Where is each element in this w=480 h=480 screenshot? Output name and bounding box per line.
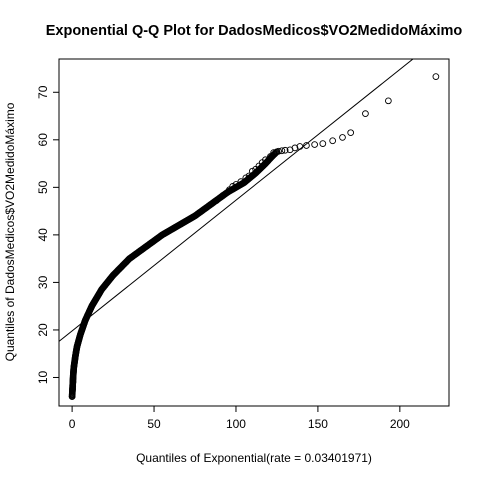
y-tick-label: 50 <box>36 180 50 194</box>
data-point <box>262 156 269 164</box>
plot-marks <box>59 59 440 400</box>
y-tick-label: 20 <box>36 323 50 337</box>
reference-line <box>59 59 414 342</box>
data-point <box>232 181 240 188</box>
y-axis-label: Quantiles of DadosMedicos$VO2MedidoMáxim… <box>3 102 17 361</box>
data-point <box>362 110 369 118</box>
data-point <box>296 143 304 150</box>
data-point <box>68 393 76 400</box>
y-tick-label: 70 <box>36 85 50 99</box>
data-point <box>432 73 440 80</box>
y-tick-label: 40 <box>36 228 50 242</box>
data-point <box>245 172 253 180</box>
data-point <box>249 167 256 175</box>
data-point <box>212 197 220 205</box>
data-point <box>69 386 76 393</box>
x-axis: 0 50 100 150 200 <box>69 405 410 431</box>
x-axis-label: Quantiles of Exponential(rate = 0.034019… <box>136 451 372 465</box>
y-axis: 10 20 30 40 50 60 70 <box>36 85 60 384</box>
data-point <box>270 149 278 156</box>
data-point <box>242 174 250 182</box>
y-tick-label: 10 <box>36 370 50 384</box>
x-tick-label: 100 <box>226 417 246 431</box>
y-tick-label: 60 <box>36 133 50 147</box>
data-point <box>281 146 289 154</box>
data-point <box>69 382 77 390</box>
x-tick-label: 50 <box>147 417 161 431</box>
x-tick-label: 0 <box>69 417 76 431</box>
data-point <box>311 141 318 148</box>
data-point <box>69 378 77 386</box>
data-point <box>278 147 286 155</box>
data-point <box>229 183 237 190</box>
data-point <box>339 134 346 141</box>
data-point <box>319 140 327 147</box>
y-tick-label: 30 <box>36 275 50 289</box>
data-point <box>219 192 227 199</box>
data-point <box>385 97 392 105</box>
data-point <box>68 390 76 398</box>
data-point <box>303 142 310 149</box>
data-point <box>329 137 337 145</box>
data-point <box>291 144 299 152</box>
data-point <box>347 129 355 137</box>
x-tick-label: 150 <box>308 417 328 431</box>
data-point <box>237 178 245 185</box>
data-point <box>275 147 282 155</box>
chart-title: Exponential Q-Q Plot for DadosMedicos$VO… <box>46 23 463 39</box>
data-point <box>267 153 274 160</box>
data-point <box>271 150 279 157</box>
x-tick-label: 200 <box>390 417 410 431</box>
